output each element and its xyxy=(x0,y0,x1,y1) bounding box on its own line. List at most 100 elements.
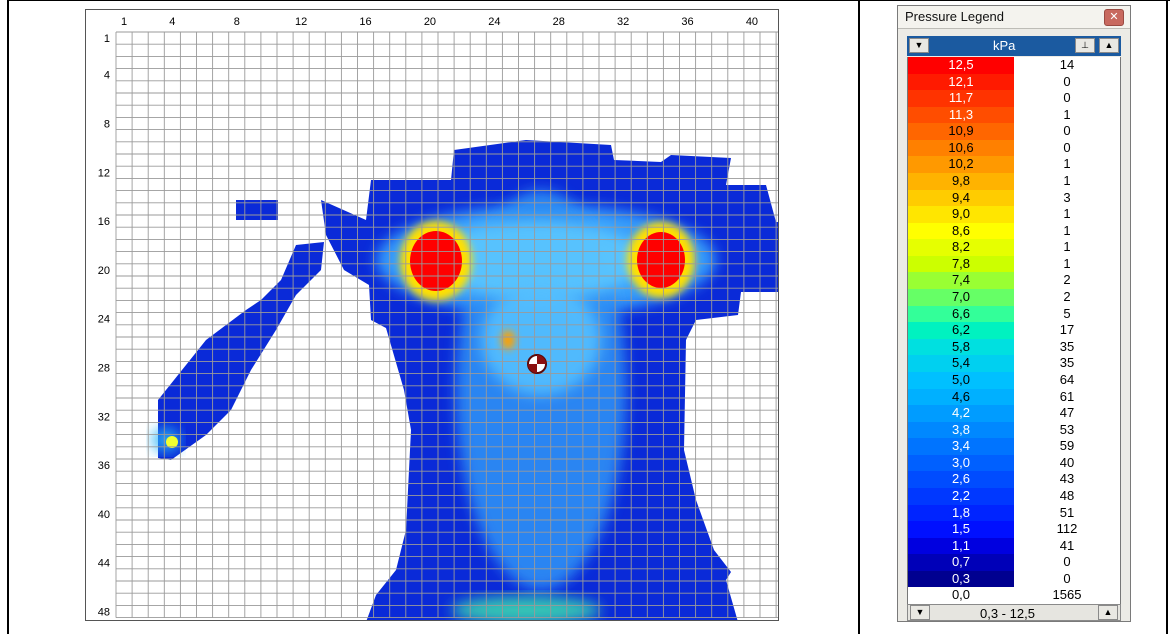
y-tick-label: 8 xyxy=(104,119,110,131)
legend-count: 1 xyxy=(1063,222,1071,238)
legend-count: 0 xyxy=(1063,554,1071,570)
legend-row: 9,8 1 xyxy=(908,173,1120,190)
legend-value: 1,8 xyxy=(908,504,1014,522)
legend-row: 11,3 1 xyxy=(908,106,1120,124)
legend-row: 2,2 48 xyxy=(908,487,1120,505)
legend-row: 4,2 47 xyxy=(908,405,1120,422)
legend-titlebar[interactable]: Pressure Legend ✕ xyxy=(898,6,1130,29)
legend-value: 6,6 xyxy=(908,305,1014,323)
dropdown-arrow-icon[interactable]: ▼ xyxy=(909,38,929,53)
legend-count: 1 xyxy=(1063,106,1071,122)
legend-count: 1 xyxy=(1063,173,1071,189)
legend-row: 3,4 59 xyxy=(908,438,1120,455)
x-tick-label: 4 xyxy=(169,16,175,28)
legend-count: 1 xyxy=(1063,156,1071,172)
scroll-down-icon[interactable]: ▼ xyxy=(910,605,930,620)
legend-row: 0,7 0 xyxy=(908,554,1120,571)
legend-table: 12,5 14 12,1 0 11,7 0 11,3 1 10,9 0 10,6 0 10,2 1 9,8 1… xyxy=(907,57,1121,604)
x-tick-label: 40 xyxy=(746,16,758,28)
legend-row: 5,4 35 xyxy=(908,355,1120,372)
y-tick-label: 48 xyxy=(98,607,110,619)
legend-count: 2 xyxy=(1063,289,1071,305)
legend-row: 7,8 1 xyxy=(908,255,1120,273)
legend-value: 1,5 xyxy=(908,521,1014,538)
legend-row: 7,0 2 xyxy=(908,289,1120,306)
legend-value: 3,8 xyxy=(908,421,1014,439)
legend-value: 5,8 xyxy=(908,338,1014,356)
pressure-region xyxy=(158,242,324,460)
legend-row: 5,0 64 xyxy=(908,371,1120,389)
y-tick-label: 1 xyxy=(104,33,110,45)
legend-value: 7,4 xyxy=(908,272,1014,290)
center-of-pressure-icon[interactable] xyxy=(527,354,547,374)
x-tick-label: 36 xyxy=(681,16,693,28)
legend-value: 9,4 xyxy=(908,189,1014,207)
legend-value: 3,0 xyxy=(908,454,1014,472)
y-tick-label: 44 xyxy=(98,558,110,570)
legend-count: 35 xyxy=(1059,338,1075,354)
legend-row: 0,3 0 xyxy=(908,570,1120,588)
heatmap-grid[interactable]: 1 4 8 12 16 20 24 28 32 36 40148121620242832364044… xyxy=(86,10,779,621)
legend-value: 10,9 xyxy=(908,123,1014,140)
legend-count: 3 xyxy=(1063,189,1071,205)
table-right-border xyxy=(1166,0,1168,634)
pressure-heatmap[interactable]: 1 4 8 12 16 20 24 28 32 36 40 1 4 8 12 16 20 24 28 32 36 40 44… xyxy=(85,9,779,621)
legend-count: 41 xyxy=(1059,537,1075,553)
legend-count: 47 xyxy=(1059,405,1075,421)
x-tick-label: 8 xyxy=(234,16,240,28)
legend-title: Pressure Legend xyxy=(905,9,1005,24)
legend-header: ▼ kPa ⊥ ▲ xyxy=(907,36,1121,56)
y-tick-label: 40 xyxy=(98,509,110,521)
legend-row: 10,9 0 xyxy=(908,123,1120,140)
legend-count: 0 xyxy=(1063,73,1071,89)
legend-count: 40 xyxy=(1059,454,1075,470)
pressure-legend-window[interactable]: Pressure Legend ✕ ▼ kPa ⊥ ▲ 12,5 14 12,1 0 1… xyxy=(897,5,1131,622)
legend-range: 0,3 - 12,5 xyxy=(980,606,1035,621)
legend-row: 4,6 61 xyxy=(908,388,1120,406)
x-tick-label: 32 xyxy=(617,16,629,28)
y-tick-label: 16 xyxy=(98,216,110,228)
legend-value: 3,4 xyxy=(908,438,1014,455)
x-tick-label: 1 xyxy=(121,16,127,28)
legend-value: 7,0 xyxy=(908,289,1014,306)
legend-value: 2,6 xyxy=(908,471,1014,488)
legend-value: 12,1 xyxy=(908,73,1014,91)
legend-row: 10,2 1 xyxy=(908,156,1120,174)
pressure-hotspot xyxy=(637,232,685,288)
x-tick-label: 16 xyxy=(359,16,371,28)
close-icon[interactable]: ✕ xyxy=(1104,9,1124,26)
scroll-up-icon[interactable]: ▲ xyxy=(1098,605,1118,620)
legend-row: 9,0 1 xyxy=(908,206,1120,223)
legend-count: 0 xyxy=(1063,123,1071,139)
y-tick-label: 32 xyxy=(98,411,110,423)
legend-row: 12,5 14 xyxy=(908,57,1120,74)
legend-value: 0,3 xyxy=(908,570,1014,588)
legend-row: 11,7 0 xyxy=(908,90,1120,107)
pressure-hotspot xyxy=(501,330,515,350)
legend-count: 1565 xyxy=(1052,587,1082,603)
legend-value: 5,4 xyxy=(908,355,1014,372)
pin-icon[interactable]: ⊥ xyxy=(1075,38,1095,53)
legend-count: 59 xyxy=(1059,438,1075,454)
legend-value: 6,2 xyxy=(908,322,1014,339)
legend-value: 4,2 xyxy=(908,405,1014,422)
legend-value: 0,0 xyxy=(908,587,1014,604)
legend-count: 48 xyxy=(1059,487,1075,503)
legend-row: 5,8 35 xyxy=(908,338,1120,356)
legend-row: 8,2 1 xyxy=(908,239,1120,256)
legend-row: 8,6 1 xyxy=(908,222,1120,240)
legend-value: 10,2 xyxy=(908,156,1014,174)
legend-count: 1 xyxy=(1063,255,1071,271)
legend-value: 11,3 xyxy=(908,106,1014,124)
legend-row: 10,6 0 xyxy=(908,139,1120,157)
legend-count: 0 xyxy=(1063,139,1071,155)
legend-count: 5 xyxy=(1063,305,1071,321)
legend-row: 12,1 0 xyxy=(908,73,1120,91)
legend-value: 9,0 xyxy=(908,206,1014,223)
scroll-up-icon[interactable]: ▲ xyxy=(1099,38,1119,53)
legend-row: 1,5 112 xyxy=(908,521,1120,538)
legend-count: 61 xyxy=(1059,388,1075,404)
legend-value: 2,2 xyxy=(908,487,1014,505)
legend-row: 3,0 40 xyxy=(908,454,1120,472)
legend-value: 7,8 xyxy=(908,255,1014,273)
